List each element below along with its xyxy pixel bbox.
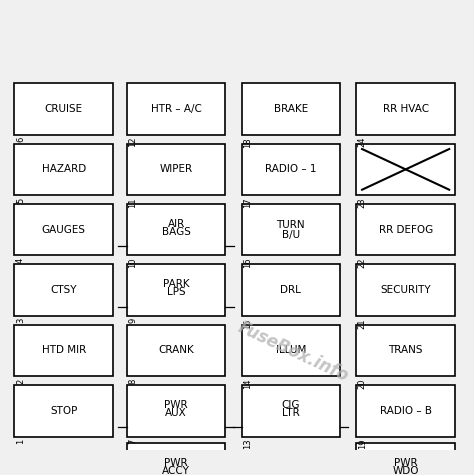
Text: 22: 22 [358, 258, 367, 268]
Text: 8: 8 [128, 379, 137, 384]
Bar [356, 83, 455, 135]
Text: WDO: WDO [392, 466, 419, 475]
Text: RR HVAC: RR HVAC [383, 104, 428, 114]
Text: CIG: CIG [282, 399, 300, 410]
Text: 5: 5 [16, 197, 25, 202]
Bar [15, 265, 113, 316]
Text: PWR: PWR [164, 458, 188, 468]
Text: 19: 19 [358, 439, 367, 449]
Bar [127, 443, 225, 475]
Bar [356, 325, 455, 376]
Text: 23: 23 [358, 197, 367, 208]
Bar [127, 385, 225, 437]
Text: 16: 16 [243, 258, 252, 268]
Text: HAZARD: HAZARD [42, 164, 86, 174]
Text: BAGS: BAGS [162, 227, 191, 237]
Text: 10: 10 [128, 258, 137, 268]
Text: FuseBox.info: FuseBox.info [235, 318, 351, 385]
Bar [356, 443, 455, 475]
Bar [242, 265, 340, 316]
Text: 2: 2 [16, 379, 25, 384]
Text: PWR: PWR [164, 399, 188, 410]
Bar [15, 325, 113, 376]
Text: CRANK: CRANK [158, 345, 194, 355]
Text: AUX: AUX [165, 408, 187, 418]
Bar [242, 385, 340, 437]
Text: 15: 15 [243, 318, 252, 329]
Text: STOP: STOP [50, 406, 77, 416]
Text: CRUISE: CRUISE [45, 104, 83, 114]
Text: HTR – A/C: HTR – A/C [151, 104, 201, 114]
Bar [15, 385, 113, 437]
Bar [127, 325, 225, 376]
Bar [242, 325, 340, 376]
Text: 9: 9 [128, 318, 137, 323]
Text: 13: 13 [243, 439, 252, 449]
Bar [242, 204, 340, 256]
Text: ILLUM: ILLUM [276, 345, 306, 355]
Bar [356, 265, 455, 316]
Bar [15, 83, 113, 135]
Text: DRL: DRL [281, 285, 301, 295]
Text: RADIO – B: RADIO – B [380, 406, 432, 416]
Bar [356, 385, 455, 437]
Text: TRANS: TRANS [388, 345, 423, 355]
Text: 17: 17 [243, 197, 252, 208]
Text: 14: 14 [243, 379, 252, 389]
Bar [356, 204, 455, 256]
Text: 21: 21 [358, 318, 367, 329]
Text: CTSY: CTSY [50, 285, 77, 295]
Bar [242, 83, 340, 135]
Text: WIPER: WIPER [160, 164, 192, 174]
Bar [242, 143, 340, 195]
Text: 20: 20 [358, 379, 367, 389]
Text: PARK: PARK [163, 279, 190, 289]
Text: LPS: LPS [167, 287, 185, 297]
Bar [127, 265, 225, 316]
Text: 6: 6 [16, 137, 25, 142]
Text: 7: 7 [128, 439, 137, 444]
Text: B/U: B/U [282, 230, 300, 240]
Bar [127, 204, 225, 256]
Bar [356, 143, 455, 195]
Bar [15, 204, 113, 256]
Text: PWR: PWR [394, 458, 418, 468]
Text: 11: 11 [128, 197, 137, 208]
Text: RADIO – 1: RADIO – 1 [265, 164, 317, 174]
Text: 1: 1 [16, 439, 25, 444]
Bar [127, 83, 225, 135]
Text: 24: 24 [358, 137, 367, 147]
Text: 18: 18 [243, 137, 252, 148]
Text: SECURITY: SECURITY [380, 285, 431, 295]
Text: AIR: AIR [167, 218, 185, 228]
Text: TURN: TURN [276, 219, 305, 229]
Text: HTD MIR: HTD MIR [42, 345, 86, 355]
Text: LTR: LTR [282, 408, 300, 418]
Text: 4: 4 [16, 258, 25, 263]
Text: 12: 12 [128, 137, 137, 147]
Text: RR DEFOG: RR DEFOG [379, 225, 433, 235]
Text: ACCY: ACCY [162, 466, 190, 475]
Text: GAUGES: GAUGES [42, 225, 86, 235]
Text: 3: 3 [16, 318, 25, 323]
Bar [15, 143, 113, 195]
Bar [127, 143, 225, 195]
Text: BRAKE: BRAKE [274, 104, 308, 114]
